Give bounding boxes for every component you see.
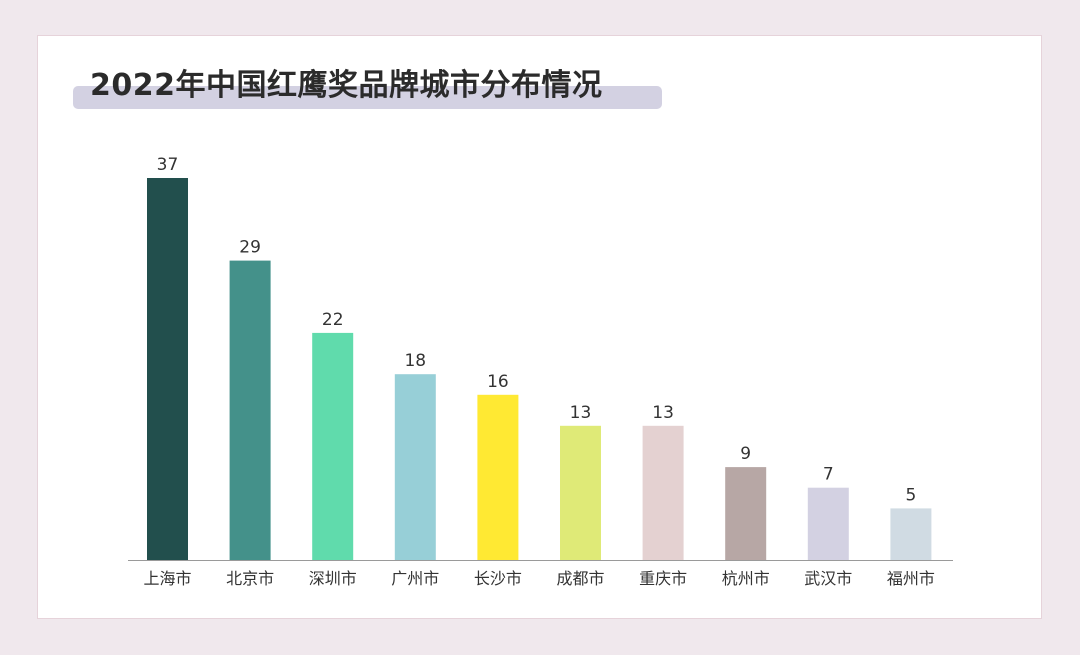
bar	[560, 425, 601, 560]
category-label: 成都市	[556, 569, 604, 588]
chart-card	[37, 35, 1042, 619]
data-label: 13	[652, 403, 674, 423]
data-label: 16	[487, 372, 509, 392]
bar	[890, 508, 932, 560]
data-label: 13	[570, 403, 592, 423]
bar	[477, 394, 519, 560]
category-label: 武汉市	[804, 569, 852, 588]
category-label: 北京市	[226, 569, 274, 588]
title-highlight-bar	[73, 86, 662, 109]
data-label: 9	[740, 444, 751, 464]
category-label: 长沙市	[474, 569, 522, 588]
bar	[725, 467, 767, 560]
category-label: 福州市	[887, 569, 935, 588]
data-label: 29	[239, 238, 261, 258]
bar	[147, 178, 188, 560]
bar	[807, 487, 849, 560]
data-label: 18	[404, 351, 426, 371]
category-label: 上海市	[143, 569, 191, 588]
bar	[312, 332, 354, 560]
data-label: 7	[823, 465, 834, 485]
bar	[229, 260, 271, 560]
chart-title: 2022年中国红鹰奖品牌城市分布情况	[90, 68, 603, 103]
bar	[394, 374, 436, 560]
data-label: 22	[322, 310, 344, 330]
data-label: 5	[905, 485, 916, 505]
category-label: 广州市	[391, 569, 439, 588]
category-label: 重庆市	[639, 569, 687, 588]
category-label: 深圳市	[309, 569, 357, 588]
category-label: 杭州市	[722, 569, 770, 588]
data-label: 37	[157, 155, 179, 175]
bar	[642, 425, 684, 560]
